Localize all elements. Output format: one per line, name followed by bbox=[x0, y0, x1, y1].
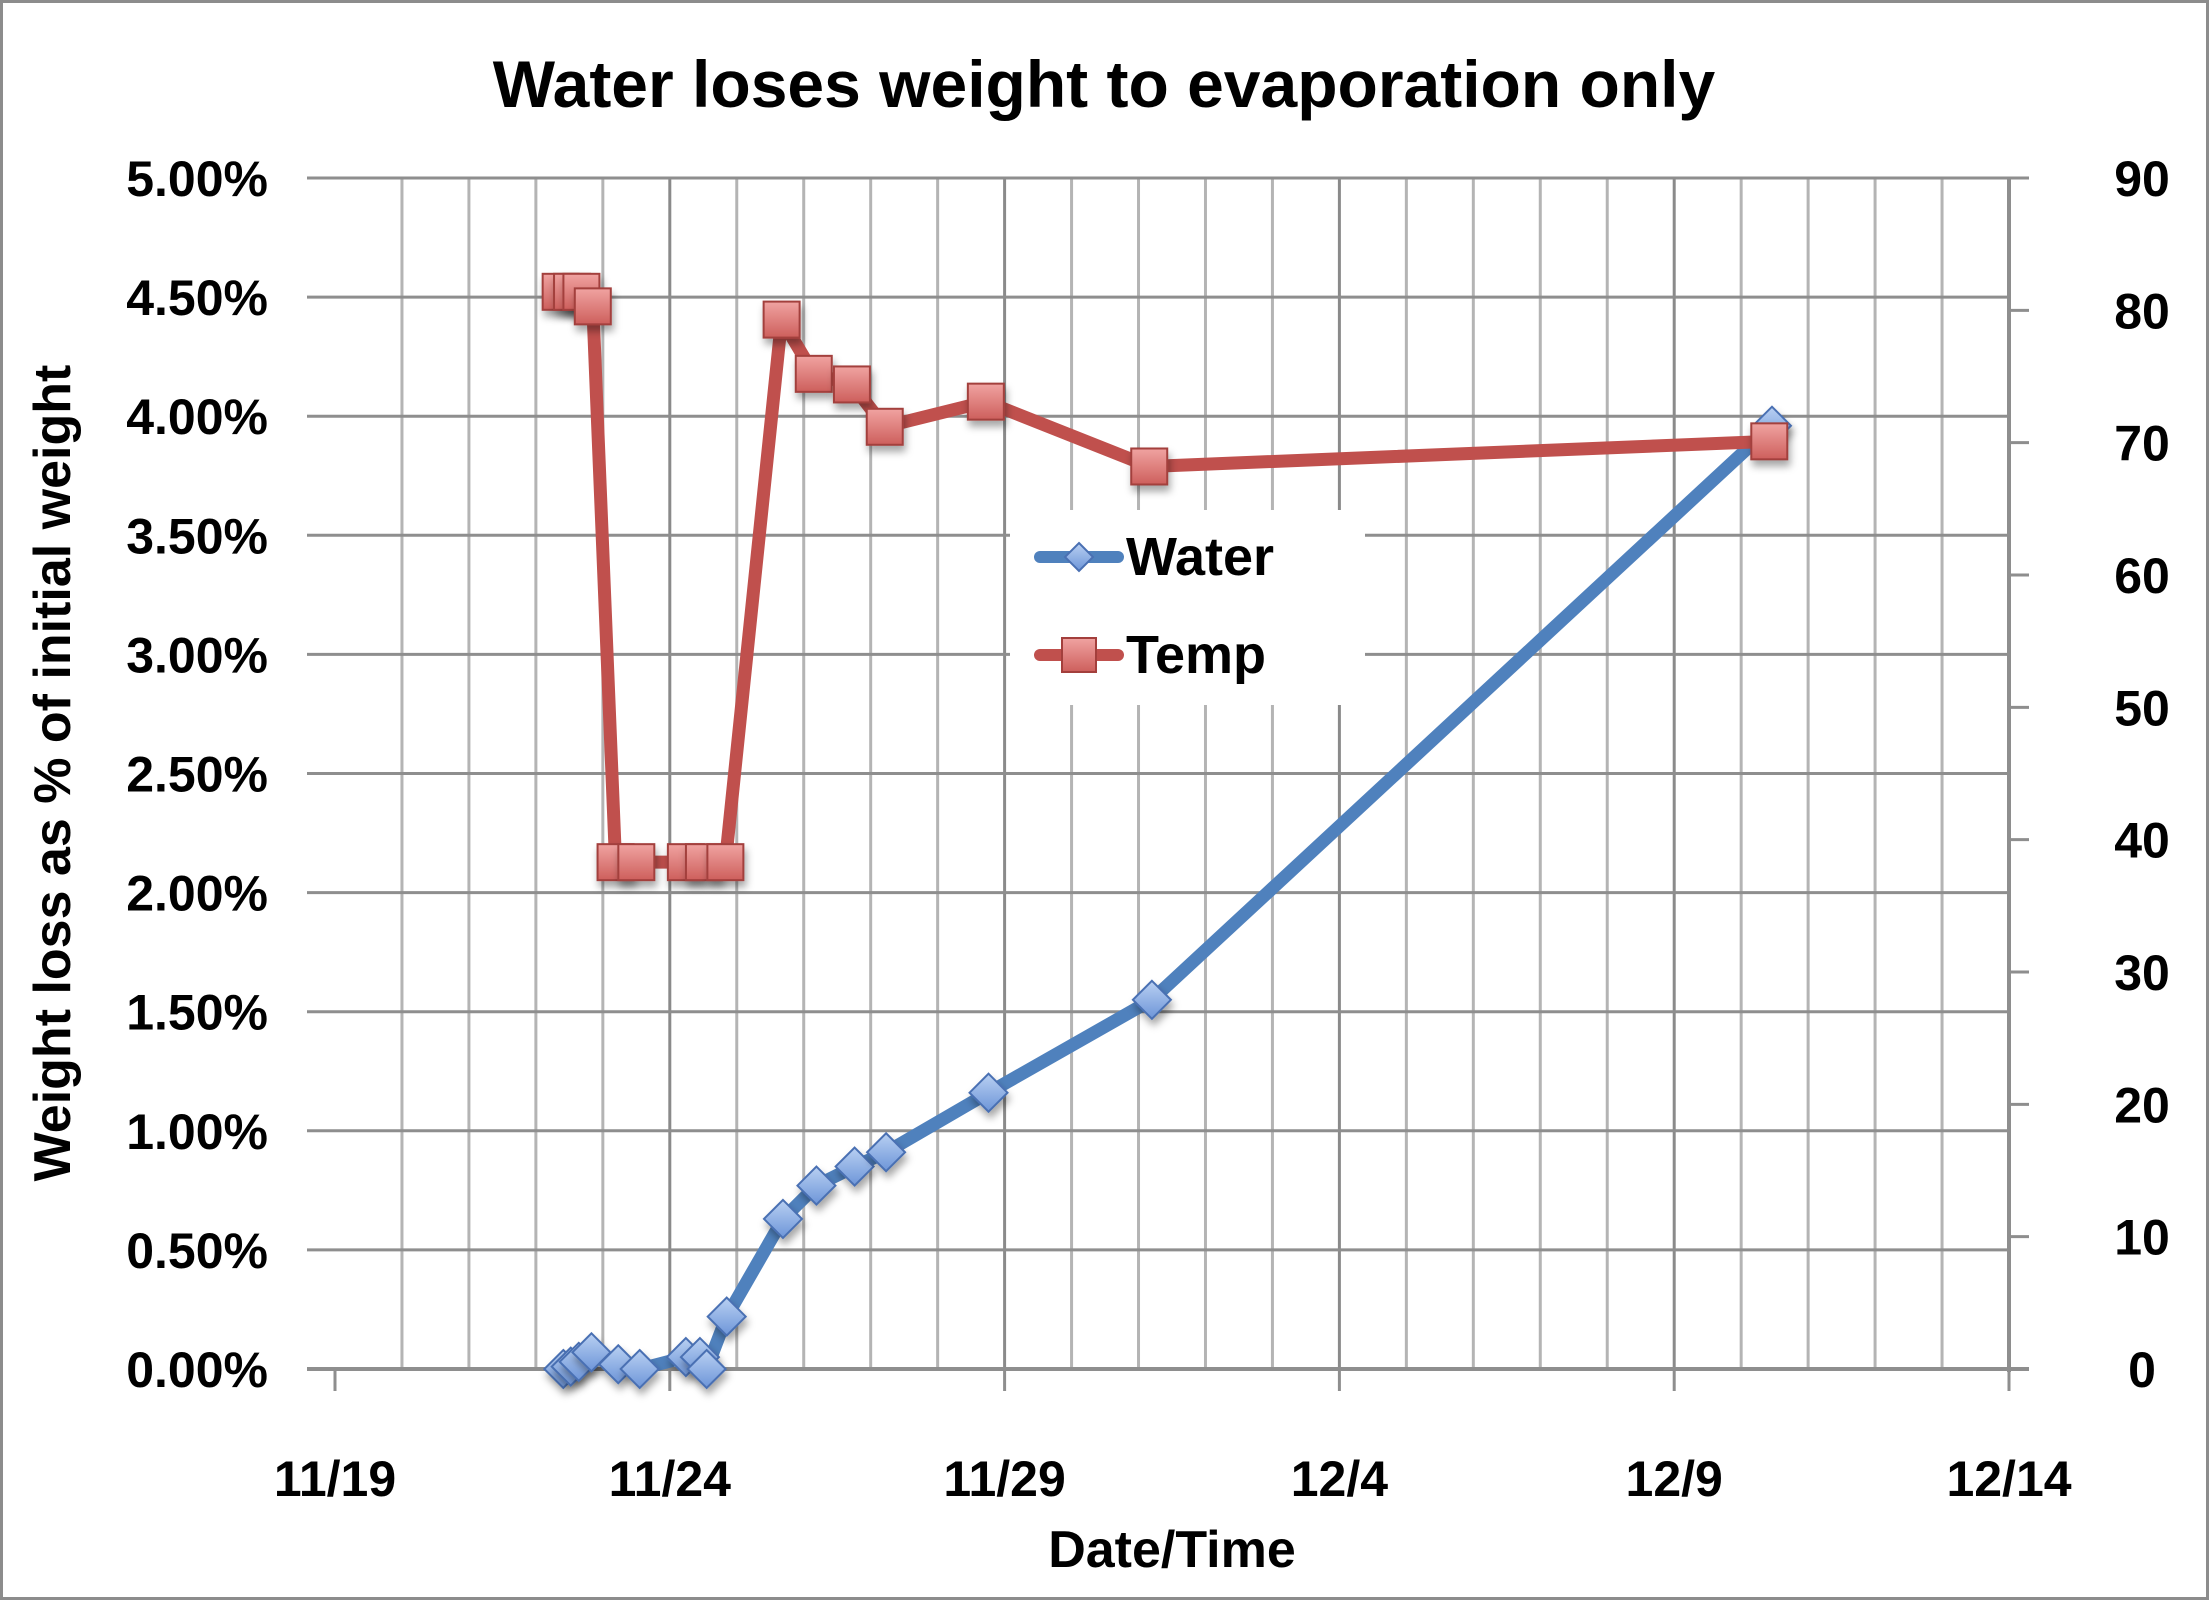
y-tick-label: 1.50% bbox=[126, 985, 268, 1041]
y-tick-label: 3.50% bbox=[126, 508, 268, 564]
y2-tick-label: 40 bbox=[2114, 813, 2170, 869]
data-point-water bbox=[619, 1348, 661, 1390]
data-point-water bbox=[706, 1296, 748, 1338]
y-tick-label: 2.50% bbox=[126, 747, 268, 803]
x-tick-label: 11/19 bbox=[274, 1451, 396, 1507]
series-layer bbox=[541, 272, 1793, 1390]
axes bbox=[307, 176, 2029, 1391]
legend-temp-label: Temp bbox=[1126, 625, 1266, 685]
y-tick-label: 0.00% bbox=[126, 1342, 268, 1398]
y2-tick-label: 50 bbox=[2114, 680, 2170, 736]
x-tick-label: 11/29 bbox=[943, 1451, 1065, 1507]
y-tick-label: 3.00% bbox=[126, 627, 268, 683]
data-point-temp bbox=[706, 843, 745, 882]
x-tick-label: 12/14 bbox=[1946, 1451, 2071, 1507]
data-point-water bbox=[834, 1146, 876, 1187]
y-tick-label: 0.50% bbox=[126, 1223, 268, 1279]
x-tick-label: 12/9 bbox=[1626, 1451, 1723, 1507]
y2-tick-label: 0 bbox=[2128, 1342, 2156, 1398]
data-point-temp bbox=[1750, 422, 1789, 461]
y2-tick-label: 60 bbox=[2114, 548, 2170, 604]
y2-tick-label: 20 bbox=[2114, 1077, 2170, 1133]
data-point-water bbox=[968, 1072, 1009, 1114]
data-point-temp bbox=[865, 407, 904, 446]
series-water bbox=[542, 405, 1793, 1390]
y2-tick-label: 80 bbox=[2114, 283, 2170, 339]
y2-tick-label: 30 bbox=[2114, 945, 2170, 1001]
y2-tick-label: 10 bbox=[2114, 1210, 2170, 1266]
y-tick-label: 2.00% bbox=[126, 866, 268, 922]
y-tick-label: 4.50% bbox=[126, 270, 268, 326]
data-point-water bbox=[571, 1331, 612, 1373]
data-point-temp bbox=[832, 365, 871, 404]
x-tick-label: 11/24 bbox=[609, 1451, 732, 1507]
data-point-water bbox=[686, 1348, 728, 1390]
y-axis-label: Weight loss as % of initial weight bbox=[24, 365, 82, 1182]
data-point-water bbox=[762, 1198, 804, 1240]
data-point-temp bbox=[573, 287, 612, 326]
legend-item-temp: Temp bbox=[1034, 625, 1266, 685]
legend: Water Temp bbox=[1010, 510, 1365, 705]
x-tick-label: 12/4 bbox=[1291, 1451, 1389, 1507]
x-axis-label: Date/Time bbox=[1048, 1521, 1296, 1579]
data-point-temp bbox=[762, 300, 801, 339]
data-point-temp bbox=[617, 843, 656, 882]
series-temp bbox=[541, 272, 1789, 882]
legend-temp-square-icon bbox=[1061, 637, 1097, 673]
tick-labels: 0.00% 0.50% 1.00% 1.50% 2.00% 2.50% 3.00% 3.50%… bbox=[126, 151, 2170, 1507]
legend-item-water: Water bbox=[1034, 527, 1274, 587]
data-point-water bbox=[865, 1131, 907, 1173]
y-tick-label: 1.00% bbox=[126, 1104, 268, 1160]
legend-water-diamond-icon bbox=[1063, 541, 1095, 573]
data-point-temp bbox=[794, 354, 833, 393]
data-point-temp bbox=[966, 382, 1005, 421]
data-point-water bbox=[1131, 979, 1173, 1021]
data-point-temp bbox=[1130, 447, 1169, 486]
y-tick-label: 4.00% bbox=[126, 389, 268, 445]
data-point-water bbox=[796, 1165, 837, 1207]
y2-tick-label: 90 bbox=[2114, 151, 2170, 207]
y-tick-label: 5.00% bbox=[126, 151, 268, 207]
y2-tick-label: 70 bbox=[2114, 416, 2170, 472]
chart-title: Water loses weight to evaporation only bbox=[493, 47, 1716, 121]
legend-water-label: Water bbox=[1126, 527, 1274, 587]
gridlines bbox=[307, 176, 2009, 1371]
